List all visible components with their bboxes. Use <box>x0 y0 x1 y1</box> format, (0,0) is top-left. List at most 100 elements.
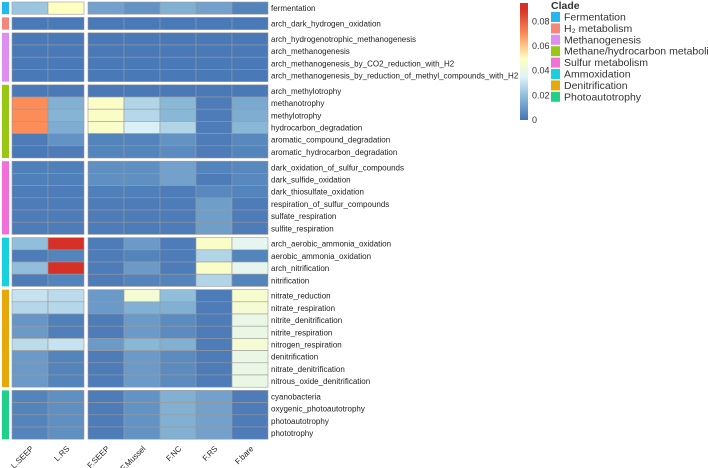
heatmap-cell <box>159 121 197 134</box>
column-label: F.NC <box>164 444 183 463</box>
colorbar-tick-label: 0 <box>532 115 537 125</box>
column-label: F.bare <box>233 444 255 466</box>
row-label: nitrite_denitrification <box>271 316 342 325</box>
heatmap-cell <box>11 209 49 223</box>
heatmap-cell <box>231 1 269 15</box>
heatmap-cell <box>159 32 197 46</box>
colorbar-tick-label: 0.08 <box>532 16 550 26</box>
heatmap-cell <box>47 390 85 403</box>
clade-annotation-bar <box>2 237 9 287</box>
row-label: arch_methanogenesis_by_CO2_reduction_wit… <box>271 59 455 68</box>
heatmap-cell <box>11 338 49 351</box>
heatmap-cell <box>47 108 85 122</box>
heatmap-cell <box>123 249 161 263</box>
heatmap-cell <box>123 374 161 388</box>
row-label: arch_nitrification <box>271 264 329 273</box>
row-label: oxygenic_photoautotrophy <box>271 405 365 414</box>
heatmap-cell <box>159 221 197 235</box>
heatmap-cell <box>231 289 269 303</box>
heatmap-cell <box>231 426 269 440</box>
row-label: methanotrophy <box>271 99 324 108</box>
heatmap-cell <box>11 96 49 110</box>
heatmap-cell <box>47 44 85 58</box>
row-label: dark_thiosulfate_oxidation <box>271 188 364 197</box>
row-label: arch_hydrogenotrophic_methanogenesis <box>271 35 416 44</box>
heatmap-cell <box>47 325 85 339</box>
row-label: aromatic_hydrocarbon_degradation <box>271 148 397 157</box>
heatmap-cell <box>87 426 125 440</box>
row-label: respiration_of_sulfur_compounds <box>271 200 389 209</box>
heatmap-cell <box>47 133 85 147</box>
heatmap-cell <box>11 133 49 147</box>
heatmap-cell <box>47 289 85 303</box>
heatmap-cell <box>195 221 233 235</box>
heatmap-cell <box>87 313 125 327</box>
colorbar-tick-label: 0.02 <box>532 90 550 100</box>
heatmap-cell <box>87 69 125 82</box>
heatmap-cell <box>47 221 85 235</box>
heatmap-cell <box>159 325 197 339</box>
legend-swatch <box>551 69 560 79</box>
heatmap-cell <box>47 237 85 251</box>
heatmap-cell <box>123 145 161 159</box>
heatmap-cell <box>231 197 269 211</box>
column-label: F.Mussel <box>119 444 148 468</box>
heatmap-cell <box>123 96 161 110</box>
heatmap-cell <box>231 374 269 388</box>
row-label: dark_sulfide_oxidation <box>271 176 351 185</box>
clade-annotation-bar <box>2 390 9 440</box>
heatmap-cell <box>11 108 49 122</box>
heatmap-cell <box>11 249 49 263</box>
heatmap-cell <box>87 160 125 174</box>
heatmap-cell <box>195 185 233 199</box>
row-label: methylotrophy <box>271 111 321 120</box>
legend-item-label: Methanogenesis <box>564 34 641 46</box>
heatmap-cell <box>195 1 233 15</box>
heatmap-cell <box>123 185 161 199</box>
heatmap-cell <box>47 313 85 327</box>
heatmap-cell <box>47 145 85 159</box>
heatmap-cell <box>47 84 85 98</box>
heatmap-cell <box>159 350 197 364</box>
heatmap-cell <box>231 301 269 315</box>
heatmap-cell <box>11 121 49 134</box>
heatmap-cell <box>87 221 125 235</box>
heatmap-cell <box>87 173 125 186</box>
row-label: nitrous_oxide_denitrification <box>271 377 370 386</box>
heatmap-cell <box>47 185 85 199</box>
row-label: arch_methanogenesis <box>271 47 350 56</box>
clade-annotation-bar <box>2 289 9 388</box>
heatmap-cell <box>159 209 197 223</box>
legend-item-label: H₂ metabolism <box>564 23 633 35</box>
heatmap-cell <box>123 197 161 211</box>
heatmap-cell <box>87 390 125 403</box>
heatmap-cell <box>159 390 197 403</box>
heatmap-cell <box>11 414 49 428</box>
heatmap-cell <box>159 338 197 351</box>
heatmap-cell <box>47 173 85 186</box>
heatmap-cell <box>47 374 85 388</box>
heatmap-cell <box>231 350 269 364</box>
heatmap-cell <box>159 197 197 211</box>
heatmap-cell <box>159 84 197 98</box>
heatmap-cell <box>11 17 49 30</box>
heatmap-cell <box>87 32 125 46</box>
heatmap-cell <box>123 338 161 351</box>
heatmap-cell <box>87 185 125 199</box>
heatmap-cell <box>159 173 197 186</box>
heatmap-cell <box>87 261 125 275</box>
heatmap-cell <box>47 402 85 416</box>
heatmap-cell <box>87 96 125 110</box>
heatmap-cell <box>159 17 197 30</box>
heatmap-cell <box>47 273 85 287</box>
heatmap-cell <box>159 289 197 303</box>
heatmap-cell <box>47 96 85 110</box>
legend-item-label: Fermentation <box>564 12 626 24</box>
heatmap-cell <box>87 197 125 211</box>
row-label: nitrification <box>271 276 309 285</box>
heatmap-cell <box>159 185 197 199</box>
heatmap-cell <box>231 237 269 251</box>
heatmap-cell <box>231 249 269 263</box>
